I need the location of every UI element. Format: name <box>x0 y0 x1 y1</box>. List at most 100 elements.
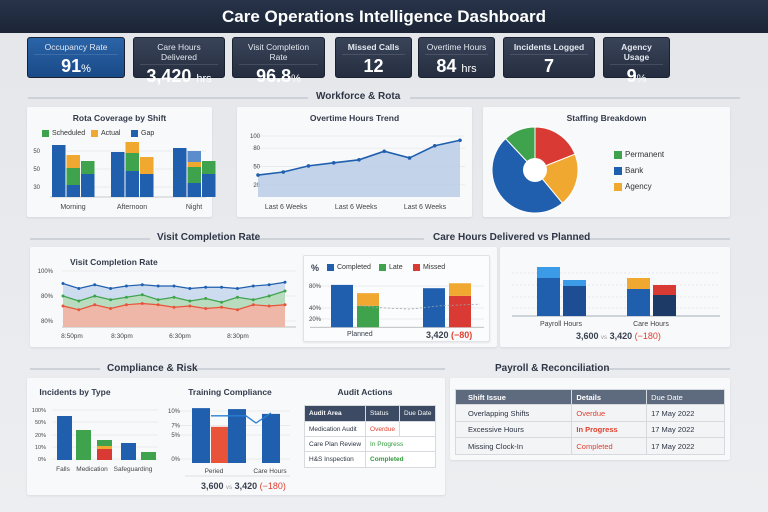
audit-table: Audit Area Status Due Date Medication Audi… <box>303 405 437 468</box>
y-tick-label: 50 <box>33 167 40 173</box>
y-tick-label: 100% <box>32 408 46 414</box>
data-point <box>140 283 144 287</box>
data-point <box>251 303 255 307</box>
table-row[interactable]: Overlapping Shifts Overdue 17 May 2022 <box>454 404 725 422</box>
data-point <box>281 170 286 174</box>
bar-segment <box>52 145 66 197</box>
y-tick-label: 40% <box>309 306 322 312</box>
planned-value: 3,600 <box>201 481 224 491</box>
y-tick-label: 100% <box>38 269 54 275</box>
cell-issue: Missing Clock-In <box>454 437 573 455</box>
compliance-line <box>211 412 272 424</box>
kpi-agency[interactable]: Agency Usage 9% <box>603 37 670 86</box>
kpi-value: 9 <box>626 66 637 86</box>
y-tick-label: 80% <box>41 294 54 300</box>
kpi-missed-calls[interactable]: Missed Calls 12 <box>335 37 412 78</box>
delta-value: (−180) <box>259 481 286 491</box>
area-fill <box>63 303 285 327</box>
data-point <box>124 284 128 288</box>
cell-due: 17 May 2022 <box>646 437 725 455</box>
data-point <box>140 293 144 297</box>
donut-hole <box>523 158 547 182</box>
data-point <box>306 164 311 168</box>
table-row[interactable]: Care Plan Review In Progress <box>303 436 437 452</box>
bar <box>211 426 229 463</box>
chart-title: Overtime Hours Trend <box>309 113 400 123</box>
bar-segment <box>66 155 80 168</box>
data-point <box>77 308 81 312</box>
group-label: Planned <box>347 331 373 338</box>
unit-label: % <box>311 263 320 273</box>
chart-title: Rota Coverage by Shift <box>72 113 167 123</box>
bar-segment <box>125 153 139 171</box>
kpi-occupancy[interactable]: Occupancy Rate 91% <box>27 37 125 78</box>
data-point <box>61 304 65 308</box>
section-compliance: Compliance & Risk <box>107 363 198 374</box>
data-point <box>267 304 271 308</box>
bar-segment <box>76 430 91 460</box>
table-row[interactable]: Medication Audit Overdue <box>303 421 437 437</box>
bar-segment <box>187 151 201 162</box>
data-point <box>172 305 176 309</box>
bar-segment <box>627 289 650 316</box>
data-point <box>156 284 160 288</box>
divider <box>570 238 730 240</box>
bar-segment <box>187 183 201 197</box>
bar-segment <box>653 295 676 316</box>
data-point <box>188 299 192 303</box>
data-point <box>432 143 437 148</box>
data-point <box>220 285 224 289</box>
x-tick-label: 8:50pm <box>61 333 83 340</box>
bar-segment <box>97 440 112 446</box>
bar-segment <box>81 174 95 197</box>
table-row[interactable]: H&S Inspection Completed <box>303 451 437 468</box>
chart-title: Training Compliance <box>188 387 272 397</box>
section-visit: Visit Completion Rate <box>157 232 261 243</box>
kpi-label: Missed Calls <box>342 38 405 55</box>
bar-segment <box>563 280 586 286</box>
kpi-label: Incidents Logged <box>510 38 588 55</box>
data-point <box>77 287 81 290</box>
bar-segment <box>627 278 650 289</box>
kpi-label: Overtime Hours <box>425 38 488 55</box>
y-tick-label: 80 <box>253 146 260 152</box>
col-header[interactable]: Shift Issue <box>454 389 573 405</box>
data-point <box>61 294 65 298</box>
legend-label: Bank <box>625 166 644 175</box>
bar-segment <box>202 161 216 174</box>
kpi-unit: % <box>81 63 91 75</box>
kpi-unit: % <box>636 73 647 85</box>
vs-label: vs <box>226 485 233 491</box>
kpi-incidents[interactable]: Incidents Logged 7 <box>503 37 595 78</box>
legend-label: Late <box>389 264 403 271</box>
data-point <box>235 287 239 290</box>
kpi-value: 12 <box>363 56 384 76</box>
y-tick-label: 20% <box>35 433 46 439</box>
bar-segment <box>357 293 379 306</box>
x-tick-label: Last 6 Weeks <box>404 204 447 211</box>
bar <box>192 408 210 463</box>
audit-title: Audit Actions <box>337 387 393 397</box>
y-tick-label: 20% <box>309 317 322 323</box>
kpi-value: 96.8 <box>256 66 292 86</box>
data-point <box>188 287 192 290</box>
bar-segment <box>653 285 676 295</box>
divider <box>410 97 740 99</box>
kpi-visit-completion[interactable]: Visit Completion Rate 96.8% <box>232 37 325 86</box>
bar-segment <box>140 157 154 174</box>
kpi-overtime[interactable]: Overtime Hours 84 hrs <box>418 37 495 78</box>
data-point <box>140 302 144 305</box>
kpi-value: 7 <box>543 56 554 76</box>
kpi-care-hours[interactable]: Care Hours Delivered 3,420 hrs <box>133 37 225 86</box>
kpi-value: 84 <box>436 56 457 76</box>
bar-segment <box>537 278 560 316</box>
kpi-label: Occupancy Rate <box>34 38 118 55</box>
bar-segment <box>125 142 139 153</box>
table-row[interactable]: Missing Clock-In Completed 17 May 2022 <box>454 437 725 455</box>
x-tick-label: Falls <box>56 466 70 473</box>
x-tick-label: Care Hours <box>253 468 287 475</box>
legend-label: Missed <box>423 264 446 271</box>
bar-segment <box>97 449 112 460</box>
bar-segment <box>449 295 471 328</box>
